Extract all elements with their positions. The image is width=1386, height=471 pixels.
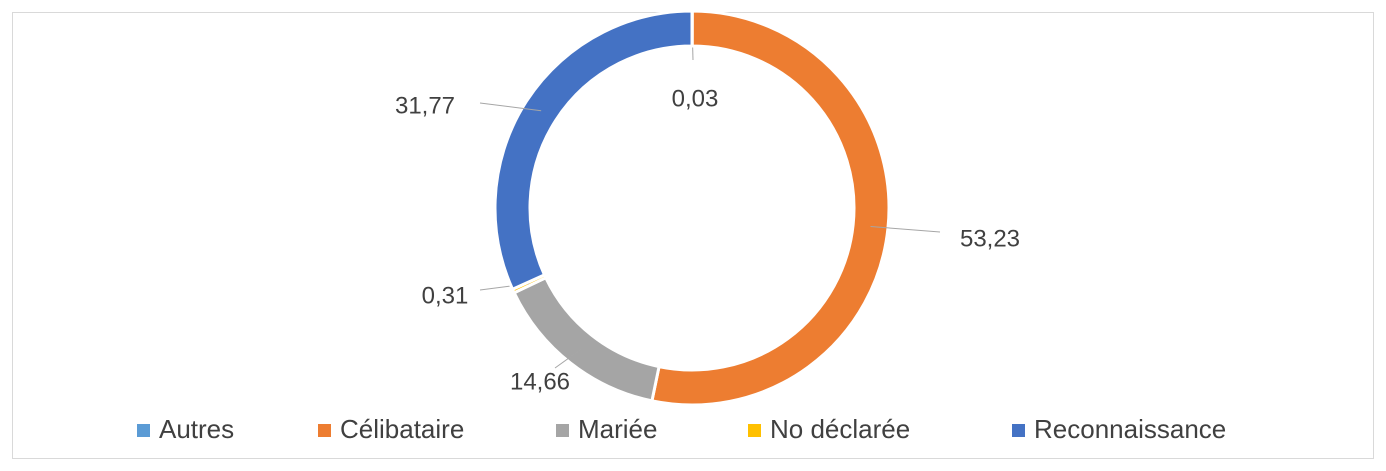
legend-label: Reconnaissance xyxy=(1034,414,1226,444)
leader-line xyxy=(479,102,542,112)
legend-swatch xyxy=(1012,424,1025,437)
donut-slice xyxy=(493,9,694,292)
leader-line xyxy=(870,226,941,233)
leader-line xyxy=(554,348,582,369)
legend-swatch xyxy=(556,424,569,437)
data-label: 31,77 xyxy=(395,92,455,119)
legend-label: No déclarée xyxy=(770,414,910,444)
legend-label: Mariée xyxy=(578,414,657,444)
donut-slice xyxy=(650,9,891,407)
data-label: 14,66 xyxy=(510,368,570,395)
legend-label: Célibataire xyxy=(340,414,464,444)
data-label: 53,23 xyxy=(960,225,1020,252)
legend-label: Autres xyxy=(159,414,234,444)
legend-swatch xyxy=(318,424,331,437)
legend-swatch xyxy=(748,424,761,437)
legend-swatch xyxy=(137,424,150,437)
data-label: 0,03 xyxy=(672,85,719,112)
data-label: 0,31 xyxy=(422,282,469,309)
